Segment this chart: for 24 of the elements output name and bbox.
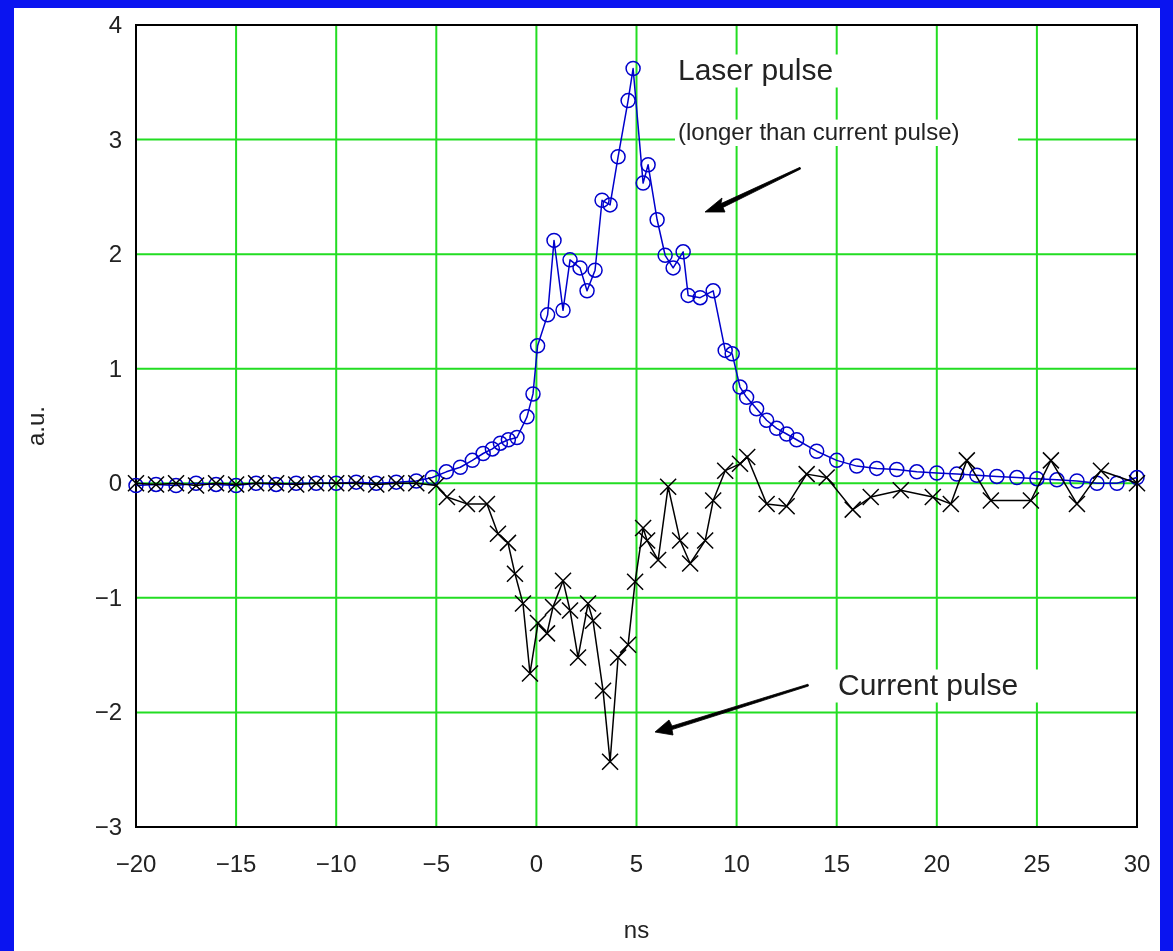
x-tick-label: 10 [723,850,750,877]
annotation: (longer than current pulse) [678,118,960,145]
y-tick-label: 4 [108,11,122,38]
x-tick-label: −5 [422,850,450,877]
x-tick-label: 0 [529,850,544,877]
x-tick-label: −10 [315,850,357,877]
annotation: Laser pulse [678,53,834,86]
x-tick-label: 25 [1023,850,1051,877]
y-tick-label: 2 [108,240,122,268]
x-tick-label: 20 [923,850,951,877]
y-tick-label: 0 [108,469,122,497]
y-tick-label: −1 [94,583,122,611]
y-tick-label: −3 [94,813,122,840]
annotation: Current pulse [838,668,1019,701]
x-tick-label: 30 [1123,850,1151,877]
y-axis-title: a.u. [22,405,49,447]
x-tick-label: 5 [629,850,644,877]
x-tick-label: −15 [215,850,257,877]
x-axis-title: ns [623,916,650,943]
y-tick-label: −2 [94,698,122,726]
y-tick-label: 3 [108,125,122,153]
x-tick-label: 15 [823,850,851,877]
x-tick-label: −20 [115,850,157,877]
y-tick-label: 1 [108,354,122,382]
